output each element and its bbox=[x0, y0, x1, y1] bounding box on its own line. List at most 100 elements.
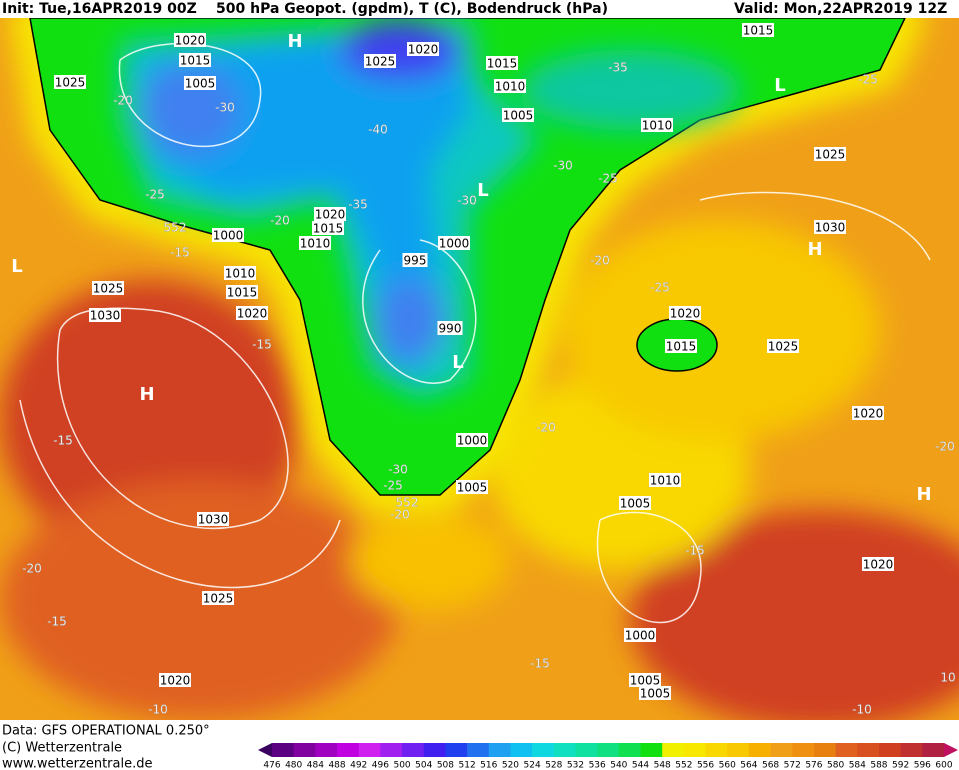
isobar-label: 1010 bbox=[642, 119, 673, 133]
url: www.wetterzentrale.de bbox=[2, 757, 152, 770]
isobar-label: 1025 bbox=[93, 282, 124, 296]
colorbar-segment bbox=[337, 743, 360, 757]
isobar-label: 1015 bbox=[743, 24, 774, 38]
colorbar-segment bbox=[358, 743, 381, 757]
map-label: -25 bbox=[598, 172, 618, 186]
colorbar-label: 548 bbox=[654, 761, 671, 770]
isobar-label-bg bbox=[179, 53, 211, 67]
colorbar-label: 516 bbox=[480, 761, 497, 770]
map-label: -15 bbox=[530, 657, 550, 671]
isobar-label-bg bbox=[299, 236, 331, 250]
pressure-center: H bbox=[139, 384, 154, 405]
isobar-label-bg bbox=[54, 75, 86, 89]
pressure-center: H bbox=[807, 239, 822, 260]
colorbar-label: 540 bbox=[610, 761, 627, 770]
colorbar-label: 488 bbox=[328, 761, 345, 770]
colorbar-label: 520 bbox=[502, 761, 519, 770]
data-source: Data: GFS OPERATIONAL 0.250° bbox=[2, 724, 210, 739]
map-field bbox=[0, 18, 959, 720]
colorbar-label: 576 bbox=[805, 761, 822, 770]
colorbar-segment bbox=[770, 743, 793, 757]
pressure-center: H bbox=[916, 484, 931, 505]
colorbar-label: 556 bbox=[697, 761, 714, 770]
map-label: -10 bbox=[852, 703, 872, 717]
colorbar-segment bbox=[532, 743, 555, 757]
isobar-label: 1015 bbox=[180, 54, 211, 68]
isobar-label: 1005 bbox=[185, 77, 216, 91]
map-label: -20 bbox=[390, 508, 410, 522]
isobar-label: 1000 bbox=[213, 229, 244, 243]
isobar-label-bg bbox=[639, 686, 671, 700]
isobar-label-bg bbox=[814, 147, 846, 161]
isobar-label: 1020 bbox=[175, 34, 206, 48]
colorbar-label: 580 bbox=[827, 761, 844, 770]
isobar-label-bg bbox=[437, 321, 463, 335]
isobar-label-bg bbox=[486, 56, 518, 70]
pressure-center: H bbox=[287, 31, 302, 52]
colorbar-label: 524 bbox=[524, 761, 541, 770]
isobar-label: 1025 bbox=[365, 55, 396, 69]
colorbar-segment bbox=[662, 743, 685, 757]
isobar-label-bg bbox=[224, 266, 256, 280]
isobar-label-bg bbox=[184, 76, 216, 90]
colorbar-segment bbox=[835, 743, 858, 757]
isobar-label: 1000 bbox=[625, 629, 656, 643]
isobar-label: 1015 bbox=[666, 340, 697, 354]
map-label: -30 bbox=[388, 463, 408, 477]
isobar-label-bg bbox=[742, 23, 774, 37]
isobar-label: 1030 bbox=[815, 221, 846, 235]
isobar-label-bg bbox=[236, 306, 268, 320]
pressure-center: L bbox=[11, 256, 22, 277]
isobar-label-bg bbox=[159, 673, 191, 687]
isobar-label: 1000 bbox=[457, 434, 488, 448]
valid-time: Valid: Mon,22APR2019 12Z bbox=[734, 1, 947, 17]
map-label: 10 bbox=[940, 671, 955, 685]
colorbar-segment bbox=[683, 743, 707, 757]
colorbar-segment bbox=[488, 743, 511, 757]
colorbar-segment bbox=[553, 743, 576, 757]
isobar-label-bg bbox=[669, 306, 701, 320]
isobar-label: 1010 bbox=[225, 267, 256, 281]
pressure-center: L bbox=[452, 352, 463, 373]
colorbar-segment bbox=[423, 743, 446, 757]
colorbar-segment bbox=[315, 743, 338, 757]
isobar-label-bg bbox=[641, 118, 673, 132]
isobar-label: 995 bbox=[404, 254, 427, 268]
copyright: (C) Wetterzentrale bbox=[2, 741, 122, 756]
overlay: 476 480 484 488 492 496 500 504 508 512 516 520 524 5… bbox=[11, 23, 958, 770]
pressure-center: L bbox=[477, 180, 488, 201]
map-label: -25 bbox=[383, 479, 403, 493]
colorbar-segment bbox=[618, 743, 642, 757]
isobar-label: 1005 bbox=[640, 687, 671, 701]
colorbar-segment bbox=[640, 743, 663, 757]
isobar-label-bg bbox=[212, 228, 244, 242]
init-time: Init: Tue,16APR2019 00Z bbox=[2, 1, 197, 17]
colorbar-segment bbox=[467, 743, 490, 757]
colorbar-segment bbox=[922, 743, 945, 757]
isobar-label: 1025 bbox=[203, 592, 234, 606]
isobar-label: 1015 bbox=[227, 286, 258, 300]
colorbar-label: 572 bbox=[784, 761, 801, 770]
isobar-label: 1025 bbox=[55, 76, 86, 90]
isobar-label: 1010 bbox=[300, 237, 331, 251]
colorbar-segment bbox=[705, 743, 728, 757]
isobar-label-bg bbox=[312, 221, 344, 235]
isobar-label-bg bbox=[174, 33, 206, 47]
isobar-label: 1015 bbox=[313, 222, 344, 236]
isobar-label: 1010 bbox=[650, 474, 681, 488]
isobar-label: 1015 bbox=[487, 57, 518, 71]
colorbar-segment bbox=[813, 743, 837, 757]
isobar-label-bg bbox=[494, 79, 526, 93]
isobar-label-bg bbox=[814, 220, 846, 234]
isobar-label: 1020 bbox=[863, 558, 894, 572]
isobar-label-bg bbox=[619, 496, 651, 510]
isobar-label: 1020 bbox=[853, 407, 884, 421]
map-label: 552 bbox=[396, 496, 419, 510]
colorbar-label: 484 bbox=[307, 761, 324, 770]
colorbar-label: 532 bbox=[567, 761, 584, 770]
isobar-label: 1020 bbox=[160, 674, 191, 688]
isobar-label: 1030 bbox=[90, 309, 121, 323]
colorbar-label: 508 bbox=[437, 761, 454, 770]
colorbar-label: 560 bbox=[719, 761, 736, 770]
